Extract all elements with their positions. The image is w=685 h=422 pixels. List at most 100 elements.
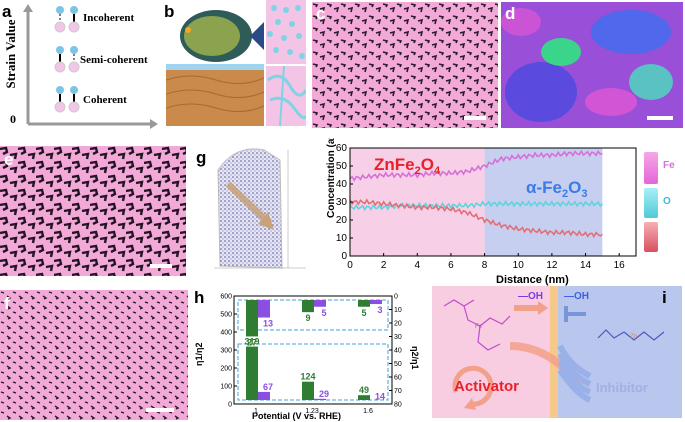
panel-e-micrograph — [0, 146, 186, 276]
bar-direct-label: 14 — [375, 391, 385, 401]
bar-xlabel: Potential (V vs. RHE) — [252, 411, 341, 421]
region-label-znfe2o4: ZnFe2O4 — [374, 155, 441, 177]
panel-a-label: a — [2, 2, 12, 21]
bar-inverse-label: 5 — [361, 308, 366, 318]
bar-ytick-left: 0 — [228, 402, 232, 409]
bar-ytick-right: 70 — [394, 388, 402, 395]
profile-ylabel: Concentration (at %) — [326, 138, 337, 218]
profile-ytick: 50 — [336, 161, 348, 172]
apt-legend-fe — [644, 152, 658, 184]
bar-direct-label: 67 — [263, 382, 273, 392]
bar-inverse-0-2 — [358, 300, 370, 307]
bar-ytick-left: 600 — [220, 294, 232, 301]
bar-inverse-label: 5 — [321, 308, 326, 318]
bar-inverse-label: 13 — [263, 319, 273, 329]
profile-ytick: 0 — [341, 251, 347, 262]
bar-direct-label: 124 — [300, 372, 315, 382]
bar-direct-0-2 — [358, 395, 370, 400]
activator-label: Activator — [454, 378, 520, 395]
direct-box — [237, 343, 389, 401]
panel-f-micrograph — [0, 290, 188, 420]
panel-h: h 0 100 200 300 400 500 600 0 10 20 30 40 50 60 70 80 1 1… — [192, 286, 420, 422]
bar-ytick-right: 10 — [394, 307, 402, 314]
profile-ytick: 30 — [336, 197, 348, 208]
bar-direct-label: 319 — [244, 337, 259, 347]
bar-ytick-left: 400 — [220, 330, 232, 337]
bar-ytick-right: 40 — [394, 348, 402, 355]
level-semi-coherent: Semi-coherent — [80, 54, 148, 66]
bar-inverse-1-0 — [258, 300, 270, 318]
profile-xlabel: Distance (nm) — [496, 274, 569, 286]
panel-i: i Fe —OH —OH Zn Activator I — [430, 286, 685, 422]
bar-direct-1-1 — [314, 398, 326, 400]
strain-axis-label: Strain Value — [3, 19, 18, 89]
bar-inverse-1-2 — [370, 300, 382, 305]
panel-i-label: i — [662, 288, 667, 307]
bar-ytick-right: 20 — [394, 321, 402, 328]
bar-direct-label: 29 — [319, 389, 329, 399]
profile-xtick: 2 — [381, 260, 387, 271]
panel-d-map — [501, 2, 683, 128]
panel-g-label: g — [196, 148, 207, 167]
profile-xtick: 16 — [614, 260, 626, 271]
panel-a: a Strain Value 0 Incoherent Semi-coheren… — [0, 0, 160, 130]
oh-label-left: —OH — [518, 291, 543, 302]
bar-ytick-right: 60 — [394, 375, 402, 382]
profile-series-0 — [349, 149, 603, 182]
bar-ytick-left: 100 — [220, 384, 232, 391]
bar-ylabel-right: η2/η1 — [410, 346, 420, 370]
bar-ytick-right: 0 — [394, 294, 398, 301]
profile-ytick: 10 — [336, 233, 348, 244]
level-incoherent: Incoherent — [83, 12, 135, 24]
panel-b: b — [164, 0, 306, 130]
bar-inverse-label: 9 — [305, 313, 310, 323]
panel-c-micrograph — [312, 2, 498, 128]
semi-coherent-atoms — [54, 46, 80, 73]
fe-atom-label: Fe — [475, 324, 483, 330]
bar-direct-1-0 — [258, 391, 270, 400]
bar-ytick-left: 200 — [220, 366, 232, 373]
incoherent-atoms — [54, 6, 80, 33]
panel-h-label: h — [194, 288, 205, 307]
apt-legend-zn — [644, 222, 658, 252]
panel-c: c — [312, 2, 498, 128]
zn-atom-label: Zn — [630, 334, 637, 340]
interface-bar — [550, 286, 558, 418]
profile-xtick: 0 — [347, 260, 353, 271]
activator-inhibitor-scheme: Fe —OH —OH Zn — [443, 291, 665, 410]
region-label-fe2o3: α-Fe2O3 — [526, 178, 587, 200]
panel-b-label: b — [164, 2, 175, 21]
profile-ytick: 40 — [336, 179, 348, 190]
profile-region-1 — [484, 148, 603, 256]
level-coherent: Coherent — [83, 94, 127, 106]
bar-ytick-left: 500 — [220, 312, 232, 319]
bar-inverse-label: 3 — [377, 305, 382, 315]
concentration-chart: 0 2 4 6 8 10 12 14 16 0 10 20 30 40 50 60 ZnFe2O4 α-Fe2… — [326, 120, 637, 286]
bar-xtick: 1 — [254, 408, 258, 415]
apt-legend-o-label: O — [663, 196, 671, 207]
bar-direct-0-0 — [246, 346, 258, 400]
profile-xtick: 14 — [580, 260, 592, 271]
bar-xtick: 1.6 — [363, 408, 373, 415]
profile-xtick: 6 — [448, 260, 454, 271]
panel-d: d — [501, 2, 683, 128]
bar-direct-label: 49 — [359, 385, 369, 395]
bar-inverse-1-1 — [314, 300, 326, 307]
bar-inverse-0-0 — [246, 300, 258, 337]
coherent-atoms — [54, 86, 80, 113]
bar-ylabel-left: η1/η2 — [194, 342, 204, 366]
profile-series-2 — [349, 198, 603, 239]
inhibitor-label: Inhibitor — [596, 380, 648, 395]
panel-g: g — [196, 140, 320, 280]
bar-ytick-right: 50 — [394, 361, 402, 368]
panel-f-label: f — [4, 294, 10, 313]
bar-inverse-0-1 — [302, 300, 314, 313]
strain-diagram — [23, 4, 158, 129]
bar-inverse-label: 27 — [247, 337, 257, 347]
apt-legend-o — [644, 188, 658, 218]
apt-legend-fe-label: Fe — [663, 160, 675, 171]
bar-ytick-left: 300 — [220, 348, 232, 355]
profile-ytick: 20 — [336, 215, 348, 226]
panel-c-label: c — [316, 4, 326, 23]
bar-ytick-right: 80 — [394, 402, 402, 409]
